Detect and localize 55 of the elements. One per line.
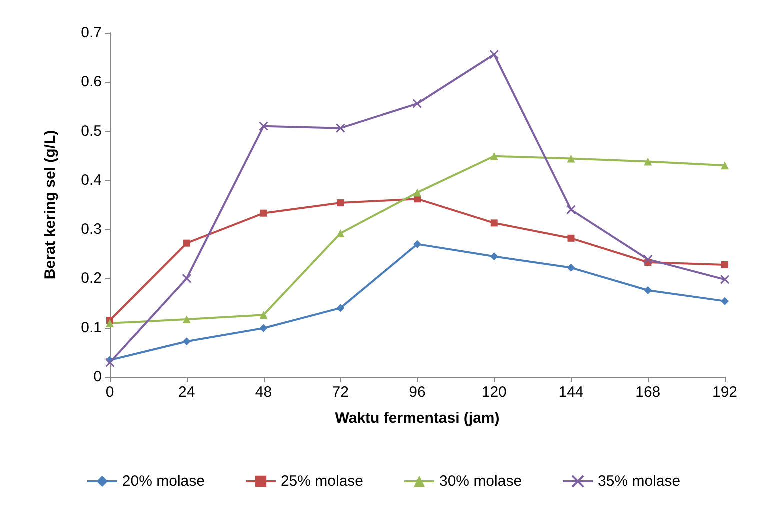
point [721,297,729,306]
point [566,205,576,215]
x-tick-label: 144 [558,384,584,401]
point [337,200,344,207]
point [183,240,190,247]
y-tick-label: 0.3 [81,221,102,238]
y-tick-label: 0.5 [81,122,102,140]
x-tick-label: 120 [482,384,507,401]
y-tick-label: 0.1 [81,319,102,336]
point [260,324,268,332]
y-tick-label: 0.7 [81,24,102,42]
point [336,230,345,238]
x-tick-label: 48 [255,384,272,401]
y-tick-label: 0 [94,368,102,386]
point [105,358,115,368]
point [414,188,422,197]
point [567,264,576,272]
x-tick-label: 24 [178,384,196,401]
y-tick-label: 0.6 [81,74,102,91]
point [490,50,500,60]
point [414,240,422,248]
x-tick-label: 72 [332,384,349,401]
y-axis-title: Berat kering sel (g/L) [42,130,59,280]
legend-label: 25% molase [280,473,364,490]
point [490,220,498,227]
x-tick-label: 96 [409,384,426,401]
x-tick-label: 192 [712,384,738,401]
point [643,254,653,264]
point [567,154,576,163]
y-tick-label: 0.4 [81,172,102,189]
point [490,252,498,261]
point [720,274,730,284]
point [568,234,575,242]
point [260,311,268,320]
point [490,152,498,160]
point [336,304,345,312]
point [106,319,114,328]
x-axis-title: Waktu fermentasi (jam) [335,410,500,427]
point [182,274,192,284]
point [412,99,422,109]
point [259,122,268,132]
legend-label: 35% molase [598,473,681,490]
point [182,316,191,324]
legend-label: 30% molase [440,473,522,490]
point [182,338,191,346]
point [336,124,346,134]
point [644,286,652,295]
point [721,162,729,170]
legend-label: 20% molase [122,473,205,490]
y-tick-label: 0.2 [81,270,102,288]
point [644,158,652,166]
point [260,210,268,217]
x-tick-label: 0 [106,384,114,401]
x-tick-label: 168 [636,384,661,401]
point [722,261,728,268]
